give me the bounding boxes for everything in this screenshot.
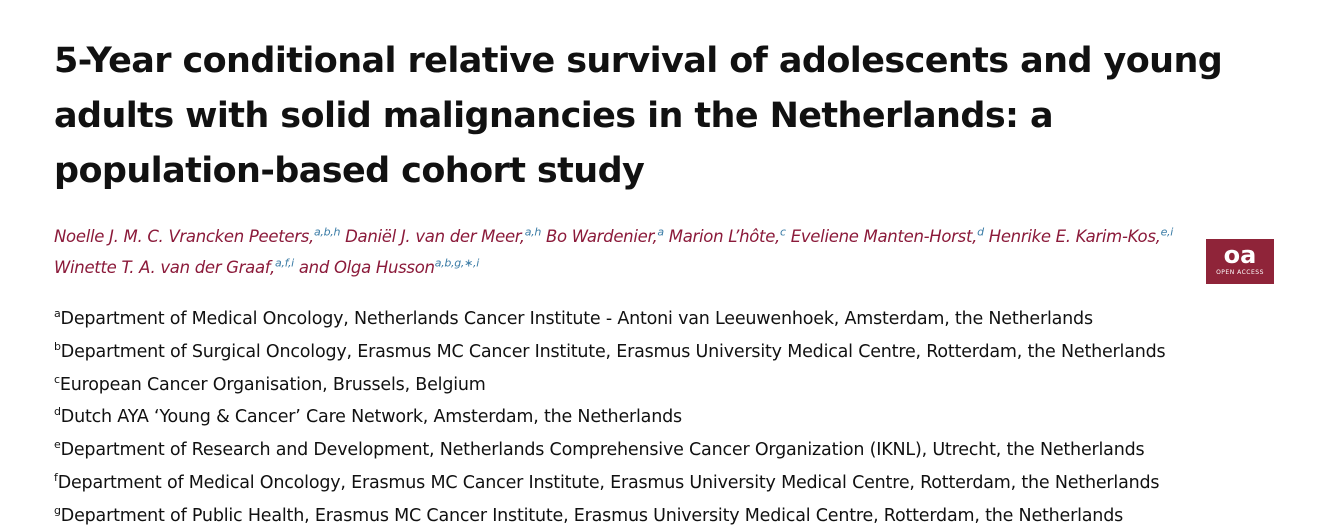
affiliation: bDepartment of Surgical Oncology, Erasmu… bbox=[54, 339, 1166, 362]
affiliation: gDepartment of Public Health, Erasmus MC… bbox=[54, 503, 1124, 526]
author[interactable]: Marion L’hôte,c bbox=[668, 225, 786, 246]
affiliation: dDutch AYA ‘Young & Cancer’ Care Network… bbox=[54, 405, 682, 428]
author[interactable]: Winette T. A. van der Graaf,a,f,i bbox=[54, 256, 294, 278]
affiliation: cEuropean Cancer Organisation, Brussels,… bbox=[54, 372, 486, 395]
affiliation: eDepartment of Research and Development,… bbox=[54, 438, 1145, 461]
author[interactable]: Daniël J. van der Meer,a,h bbox=[345, 225, 542, 246]
author[interactable]: Henrike E. Karim-Kos,e,i bbox=[988, 225, 1174, 246]
author[interactable]: and Olga Hussona,b,g,∗,i bbox=[298, 256, 479, 278]
author[interactable]: Noelle J. M. C. Vrancken Peeters,a,b,h bbox=[54, 225, 341, 246]
affiliation-list: aDepartment of Medical Oncology, Netherl… bbox=[54, 300, 1166, 530]
author[interactable]: Bo Wardenier,a bbox=[545, 225, 664, 246]
affiliation: aDepartment of Medical Oncology, Netherl… bbox=[54, 307, 1093, 329]
author[interactable]: Eveliene Manten-Horst,d bbox=[790, 225, 984, 246]
open-access-badge: oa OPEN ACCESS bbox=[1206, 239, 1274, 284]
article-title: 5-Year conditional relative survival of … bbox=[54, 41, 1223, 191]
author-list: Noelle J. M. C. Vrancken Peeters,a,b,h D… bbox=[54, 218, 1194, 281]
affiliation: fDepartment of Medical Oncology, Erasmus… bbox=[54, 471, 1160, 493]
